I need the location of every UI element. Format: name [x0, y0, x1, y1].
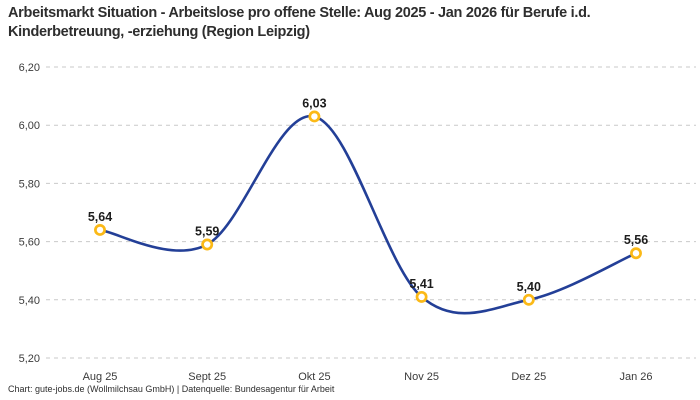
data-point-label: 5,64 [88, 210, 112, 224]
data-point-marker [522, 293, 535, 306]
y-tick-label: 5,60 [19, 237, 40, 249]
x-tick-label: Okt 25 [298, 371, 330, 383]
x-tick-label: Jan 26 [619, 371, 652, 383]
x-tick-label: Sept 25 [188, 371, 226, 383]
data-point-label: 6,03 [302, 96, 326, 110]
x-tick-label: Dez 25 [511, 371, 546, 383]
y-tick-label: 5,40 [19, 295, 40, 307]
y-tick-label: 6,20 [19, 62, 40, 74]
x-tick-label: Nov 25 [404, 371, 439, 383]
data-point-marker [415, 290, 428, 303]
trend-line [98, 115, 638, 315]
data-point-marker [308, 110, 321, 123]
x-tick-label: Aug 25 [83, 371, 118, 383]
y-tick-label: 5,20 [19, 353, 40, 365]
chart-attribution: Chart: gute-jobs.de (Wollmilchsau GmbH) … [8, 384, 335, 394]
data-point-marker [630, 247, 642, 260]
data-point-label: 5,41 [409, 277, 433, 291]
data-point-marker [94, 224, 106, 236]
chart-title: Arbeitsmarkt Situation - Arbeitslose pro… [8, 5, 591, 40]
y-tick-label: 6,00 [19, 120, 40, 132]
data-point-label: 5,59 [195, 225, 219, 239]
y-tick-label: 5,80 [19, 178, 40, 190]
data-point-label: 5,40 [517, 280, 541, 294]
data-point-label: 5,56 [624, 233, 648, 247]
data-point-marker [201, 238, 214, 251]
